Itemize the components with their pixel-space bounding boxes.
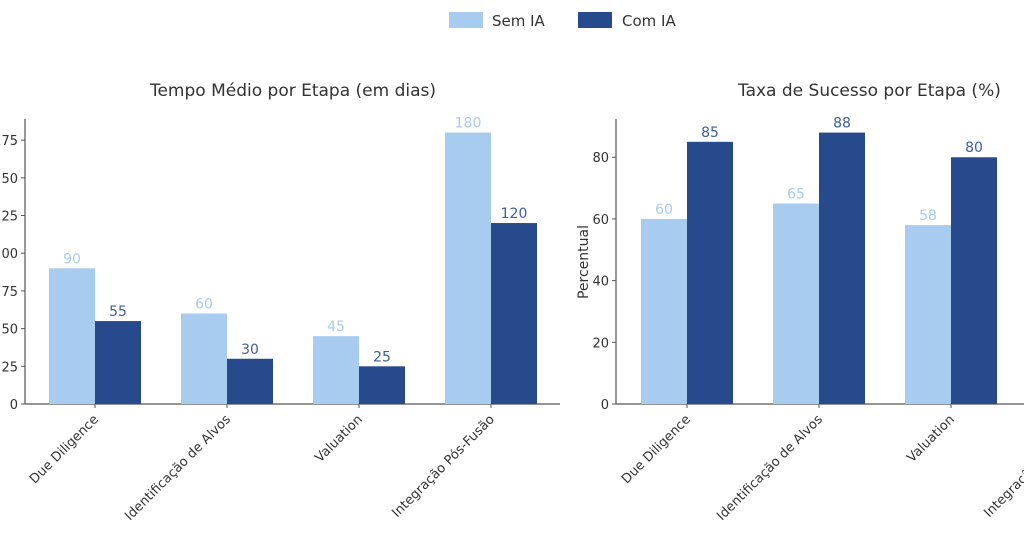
left-chart-title: Tempo Médio por Etapa (em dias) — [149, 81, 436, 101]
y-tick-label: 75 — [1, 285, 18, 300]
data-label: 58 — [919, 208, 937, 224]
x-tick-label: Integração Pós-Fusão — [389, 412, 498, 521]
data-label: 60 — [195, 297, 213, 313]
y-tick-label: 60 — [592, 213, 609, 228]
legend-label-sem-ia: Sem IA — [492, 12, 546, 30]
bar-com-ia — [491, 223, 537, 404]
legend-swatch-sem-ia — [449, 12, 483, 28]
left-plot: 0 25 50 75 100 125 150 175 90 55 Due Diligence 60 30… — [0, 116, 560, 524]
data-label: 180 — [455, 116, 482, 132]
legend: Sem IA Com IA — [449, 12, 676, 30]
data-label: 80 — [965, 140, 983, 156]
y-tick-label: 20 — [592, 336, 609, 351]
data-label: 60 — [655, 202, 673, 218]
data-label: 45 — [327, 319, 345, 335]
x-tick-label: Identificação de Alvos — [122, 412, 234, 524]
bar-com-ia — [95, 321, 141, 404]
x-tick-label: Integração Pós-Fusão — [981, 412, 1024, 521]
bar-sem-ia — [49, 268, 95, 404]
right-plot: 0 20 40 60 80 60 85 Due Diligence 65 88 Identifica… — [592, 116, 1024, 524]
bar-com-ia — [819, 132, 865, 405]
y-tick-label: 40 — [592, 275, 609, 290]
right-chart-title: Taxa de Sucesso por Etapa (%) — [737, 81, 1001, 101]
bar-com-ia — [951, 157, 997, 404]
legend-label-com-ia: Com IA — [622, 12, 676, 30]
x-tick-label: Due Diligence — [619, 412, 694, 487]
legend-swatch-com-ia — [578, 12, 612, 28]
bar-sem-ia — [313, 336, 359, 404]
x-tick-label: Due Diligence — [27, 412, 102, 487]
data-label: 88 — [833, 116, 851, 132]
right-chart-ylabel: Percentual — [576, 225, 592, 299]
data-label: 55 — [109, 304, 127, 320]
y-tick-label: 125 — [0, 210, 18, 225]
data-label: 25 — [373, 349, 391, 365]
bar-sem-ia — [181, 313, 227, 404]
y-tick-label: 175 — [0, 134, 18, 149]
x-tick-label: Identificação de Alvos — [714, 412, 826, 524]
bar-com-ia — [227, 358, 273, 404]
bar-com-ia — [359, 366, 405, 404]
x-tick-label: Valuation — [312, 412, 365, 465]
data-label: 120 — [501, 206, 528, 222]
data-label: 65 — [787, 187, 805, 203]
bar-com-ia — [687, 141, 733, 404]
x-tick-label: Valuation — [904, 412, 957, 465]
y-tick-label: 50 — [1, 323, 18, 338]
data-label: 90 — [63, 251, 81, 267]
data-label: 30 — [241, 342, 259, 358]
y-tick-label: 150 — [0, 172, 18, 187]
y-tick-label: 0 — [10, 398, 18, 413]
y-tick-label: 25 — [1, 360, 18, 375]
bar-sem-ia — [641, 218, 687, 404]
y-tick-label: 100 — [0, 247, 18, 262]
bar-sem-ia — [445, 132, 491, 405]
data-label: 85 — [701, 125, 719, 141]
y-tick-label: 80 — [592, 151, 609, 166]
bar-sem-ia — [773, 203, 819, 404]
bar-sem-ia — [905, 225, 951, 404]
y-tick-label: 0 — [601, 398, 609, 413]
